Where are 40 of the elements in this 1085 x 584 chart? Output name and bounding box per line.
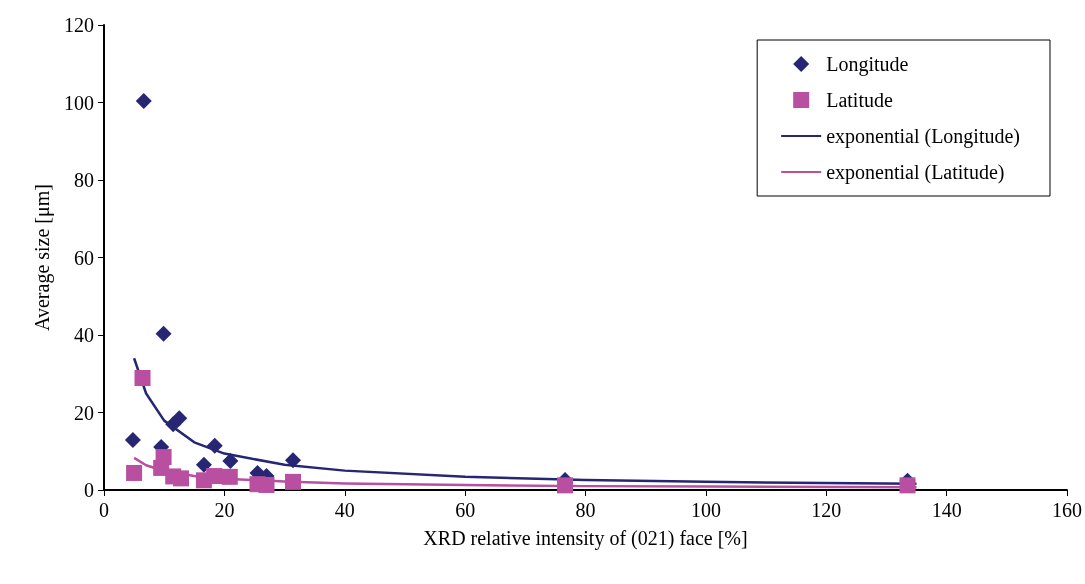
y-tick-label: 20 bbox=[74, 401, 94, 424]
point bbox=[124, 432, 141, 449]
x-tick-label: 100 bbox=[690, 499, 721, 521]
y-axis-title: Average size [μm] bbox=[31, 184, 54, 331]
y-tick-label: 120 bbox=[64, 14, 94, 36]
point bbox=[155, 449, 172, 466]
point bbox=[899, 477, 916, 494]
x-tick-label: 80 bbox=[575, 499, 596, 521]
y-tick-label: 80 bbox=[74, 169, 94, 191]
x-tick-label: 160 bbox=[1052, 499, 1082, 521]
x-axis-title: XRD relative intensity of (021) face [%] bbox=[423, 527, 748, 550]
point bbox=[222, 452, 239, 469]
x-tick-label: 60 bbox=[455, 499, 476, 521]
y-tick-label: 40 bbox=[74, 324, 94, 346]
x-tick-label: 0 bbox=[99, 499, 109, 521]
legend-label: Longitude bbox=[826, 53, 909, 76]
point bbox=[557, 477, 574, 494]
legend-label: exponential (Longitude) bbox=[826, 125, 1020, 148]
x-tick-label: 40 bbox=[334, 499, 355, 521]
point bbox=[221, 468, 238, 485]
point bbox=[173, 470, 190, 487]
point bbox=[284, 452, 301, 469]
y-tick-label: 0 bbox=[84, 479, 94, 501]
point bbox=[135, 92, 152, 109]
x-tick-label: 20 bbox=[214, 499, 235, 521]
point bbox=[206, 437, 223, 454]
point bbox=[134, 370, 151, 387]
legend-label: exponential (Latitude) bbox=[826, 161, 1005, 184]
y-tick-label: 60 bbox=[74, 246, 94, 269]
x-tick-label: 140 bbox=[931, 499, 962, 521]
y-tick-label: 100 bbox=[64, 91, 94, 114]
legend-label: Latitude bbox=[826, 89, 893, 111]
point bbox=[171, 410, 188, 427]
point bbox=[258, 476, 275, 493]
point bbox=[284, 473, 301, 490]
point bbox=[155, 325, 172, 342]
x-tick-label: 120 bbox=[811, 499, 842, 521]
point bbox=[195, 456, 212, 473]
point bbox=[126, 464, 143, 481]
point bbox=[206, 468, 223, 485]
